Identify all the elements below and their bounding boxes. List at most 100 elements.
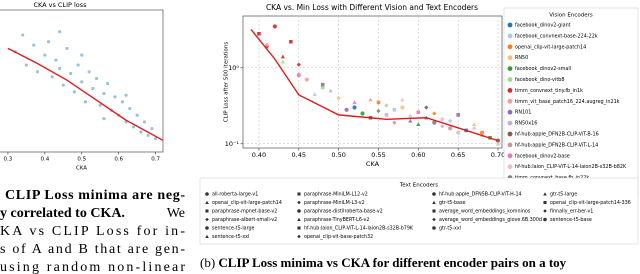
legend-swatch [507,66,513,71]
legend-marker [297,217,301,221]
x-tick-label: 0.65 [451,151,465,159]
x-axis-label: CKA [76,166,87,172]
legend-marker [297,209,301,213]
point [80,53,84,57]
legend-label: average_word_embeddings_glove.6B.300d [439,217,542,223]
point [376,100,381,105]
legend-marker [432,200,436,204]
legend-swatch [507,33,513,39]
legend-label: openai_clip-vit-large-patch14-336 [550,200,631,206]
legend-label: facebook_dino-vitb8 [515,77,564,83]
legend-marker [297,226,301,230]
legend-box [199,177,639,245]
point [98,103,102,107]
legend-swatch [507,164,513,170]
legend-label: facebook_convnext-base-224-22k [515,33,598,39]
point [80,80,84,84]
point [448,118,453,124]
point [50,75,54,79]
point [43,53,47,57]
point [35,70,40,74]
point [54,58,58,62]
legend-label: hf-hub:laion_CLIP-ViT-L-14-laion2B-s32B-… [304,226,414,232]
y-tick-label: 10⁰ [228,64,239,72]
point [296,62,301,67]
x-tick-label: 0.60 [411,151,425,159]
point [32,43,36,47]
legend-box [503,7,639,197]
legend-marker [297,234,301,239]
legend-marker [205,192,209,196]
point [416,122,421,127]
legend-label: openai_clip-vit-large-patch14 [212,200,282,206]
legend-label: average_word_embeddings_komninos [439,209,531,215]
legend-label: openai_clip-vit-base-patch32 [304,234,373,240]
legend-label: gtr-t5-base [439,200,465,206]
point [150,127,154,131]
legend-swatch [507,44,513,50]
point [360,111,365,116]
chart-title: CKA vs CLIP loss [33,1,87,9]
point [336,95,341,101]
legend-swatch [507,88,513,93]
x-axis-label: CKA [366,160,380,168]
point [440,117,445,122]
point [495,141,501,146]
point [102,116,106,121]
point [102,91,106,96]
caption-text: CLIP Loss minima vs CKA for different en… [218,255,566,270]
point [408,114,413,119]
legend-label: hf-hub:laion_CLIP-ViT-L-14-laion2B-s32B-… [515,164,627,170]
point [46,40,51,44]
body-line: CLIP Loss minima are neg- [5,188,185,203]
point [154,137,158,141]
point [384,113,389,117]
legend-label: paraphrase-distilroberta-base-v2 [304,209,383,215]
legend-marker [543,200,547,205]
body-line: using random non-linear [0,260,185,274]
point [113,95,117,99]
point [472,122,477,127]
caption-label: (b) [200,255,215,270]
legend-label: facebook_dinov2-giant [515,23,571,29]
point [76,63,80,67]
point [392,120,397,125]
legend-label: sentence-t5-large [212,226,255,232]
y-axis-label: CLIP Loss after 500 iterations [224,42,230,123]
point [131,125,136,129]
legend-label: hf-hub:apple_DFN5B-CLIP-ViT-H-14 [439,192,522,198]
legend-swatch [507,120,513,126]
point [257,32,261,36]
point [289,39,293,44]
legend-marker [297,200,301,205]
point [124,93,128,97]
legend-swatch [507,109,513,115]
legend-marker [543,209,547,213]
legend-label: all-roberta-large-v1 [212,192,258,198]
legend-title: Text Encoders [399,183,438,189]
plot-frame [242,15,503,149]
point [432,111,437,116]
point [87,70,91,74]
legend-label: timm_convnext_tiny.fb_in1k [515,88,583,94]
point [83,100,88,104]
legend-label: RN50x16 [515,121,537,127]
point [392,108,397,112]
point [320,82,325,87]
legend-marker [432,192,436,196]
legend-label: paraphrase-albert-small-v2 [212,217,277,223]
legend-swatch [507,77,513,82]
legend-label: timm_vit_base_patch16_224.augreg_in21k [515,99,620,105]
legend-swatch [507,98,513,104]
trend-line [250,28,499,142]
legend-label: paraphrase-mpnet-base-v2 [212,209,277,215]
legend-swatch [507,142,513,148]
legend-marker [543,192,547,196]
point [69,71,73,76]
point [106,81,110,86]
point [72,90,76,94]
legend-label: hf-hub:apple_DFN2B-CLIP-ViT-B-16 [515,132,599,138]
legend-label: facebook_dinov2-base [515,153,570,159]
legend-label: openai_clip-vit-large-patch14 [515,44,586,50]
